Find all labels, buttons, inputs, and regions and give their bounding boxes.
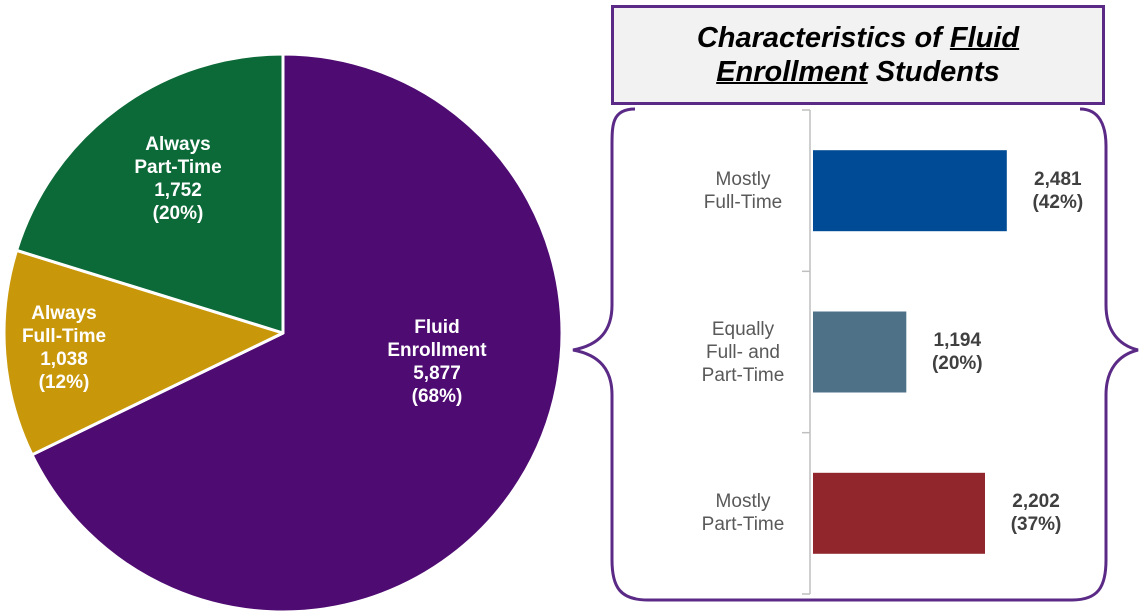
category-label: Mostly Full-Time bbox=[703, 168, 783, 213]
bar bbox=[813, 311, 907, 393]
pie-slice bbox=[15, 52, 285, 335]
pie-slice bbox=[30, 52, 564, 613]
pie-slice-label: Fluid Enrollment 5,877 (68%) bbox=[387, 317, 487, 407]
bar-value-label: 2,202 (37%) bbox=[1010, 491, 1062, 536]
bar-chart-title: Characteristics of Fluid Enrollment Stude… bbox=[611, 5, 1105, 105]
category-label: Mostly Part-Time bbox=[701, 491, 785, 536]
bar bbox=[813, 150, 1007, 232]
pie-slice-label: Always Full-Time 1,038 (12%) bbox=[21, 303, 107, 393]
bar-value-label: 1,194 (20%) bbox=[931, 330, 983, 374]
pie-slice bbox=[2, 248, 285, 457]
pie-slice-label: Always Part-Time 1,752 (20%) bbox=[134, 134, 222, 224]
bar-value-label: 2,481 (42%) bbox=[1032, 168, 1084, 213]
bracket-frame bbox=[572, 107, 1139, 602]
bar bbox=[813, 472, 985, 554]
category-label: Equally Full- and Part-Time bbox=[701, 318, 785, 386]
